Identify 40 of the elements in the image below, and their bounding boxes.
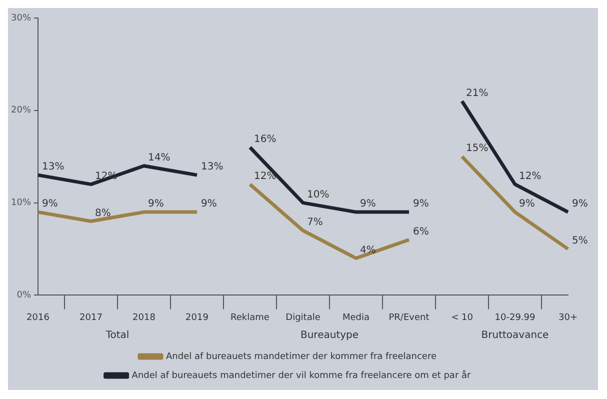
data-label: 16%	[254, 134, 276, 145]
data-label: 9%	[572, 198, 588, 210]
x-tick-label: Digitale	[286, 312, 321, 323]
legend-label: Andel af bureauets mandetimer der kommer fra freelancere	[166, 352, 437, 362]
data-label: 12%	[254, 170, 276, 182]
data-label: 13%	[42, 162, 64, 173]
data-label: 13%	[201, 162, 224, 173]
x-tick-label: PR/Event	[388, 312, 430, 323]
x-tick-label: 10-29.99	[494, 312, 536, 323]
x-tick-label: Reklame	[230, 312, 270, 323]
y-tick-label: 20%	[10, 106, 32, 116]
data-label: 9%	[413, 198, 429, 210]
y-tick-label: 10%	[10, 198, 32, 208]
data-label: 9%	[201, 198, 217, 210]
data-label: 5%	[572, 236, 588, 247]
y-tick-label: 0%	[16, 290, 32, 301]
data-label: 9%	[519, 198, 535, 210]
legend-label: Andel af bureauets mandetimer der vil komme fra freelancere om et par år	[132, 370, 472, 381]
x-tick-label: < 10	[451, 312, 474, 323]
data-label: 15%	[466, 143, 488, 154]
x-tick-label: Media	[342, 312, 370, 323]
x-tick-label: 2016	[26, 312, 50, 323]
data-label: 8%	[95, 208, 111, 219]
x-tick-label: 2017	[80, 312, 102, 323]
x-tick-label: 30+	[558, 312, 578, 323]
text: Total	[104, 330, 130, 341]
data-label: 10%	[307, 189, 330, 200]
data-label: 21%	[466, 88, 488, 99]
data-label: 9%	[42, 198, 58, 210]
text: Bureautype	[300, 330, 359, 341]
text: Bruttoavance	[481, 330, 549, 341]
data-label: 12%	[519, 170, 542, 182]
data-label: 14%	[148, 152, 170, 164]
data-label: 6%	[413, 226, 429, 238]
data-label: 9%	[360, 198, 376, 210]
data-label: 7%	[307, 217, 323, 228]
x-tick-label: 2018	[132, 312, 156, 323]
data-label: 9%	[148, 198, 164, 210]
y-tick-label: 30%	[10, 13, 32, 24]
x-tick-label: 2019	[186, 312, 209, 323]
